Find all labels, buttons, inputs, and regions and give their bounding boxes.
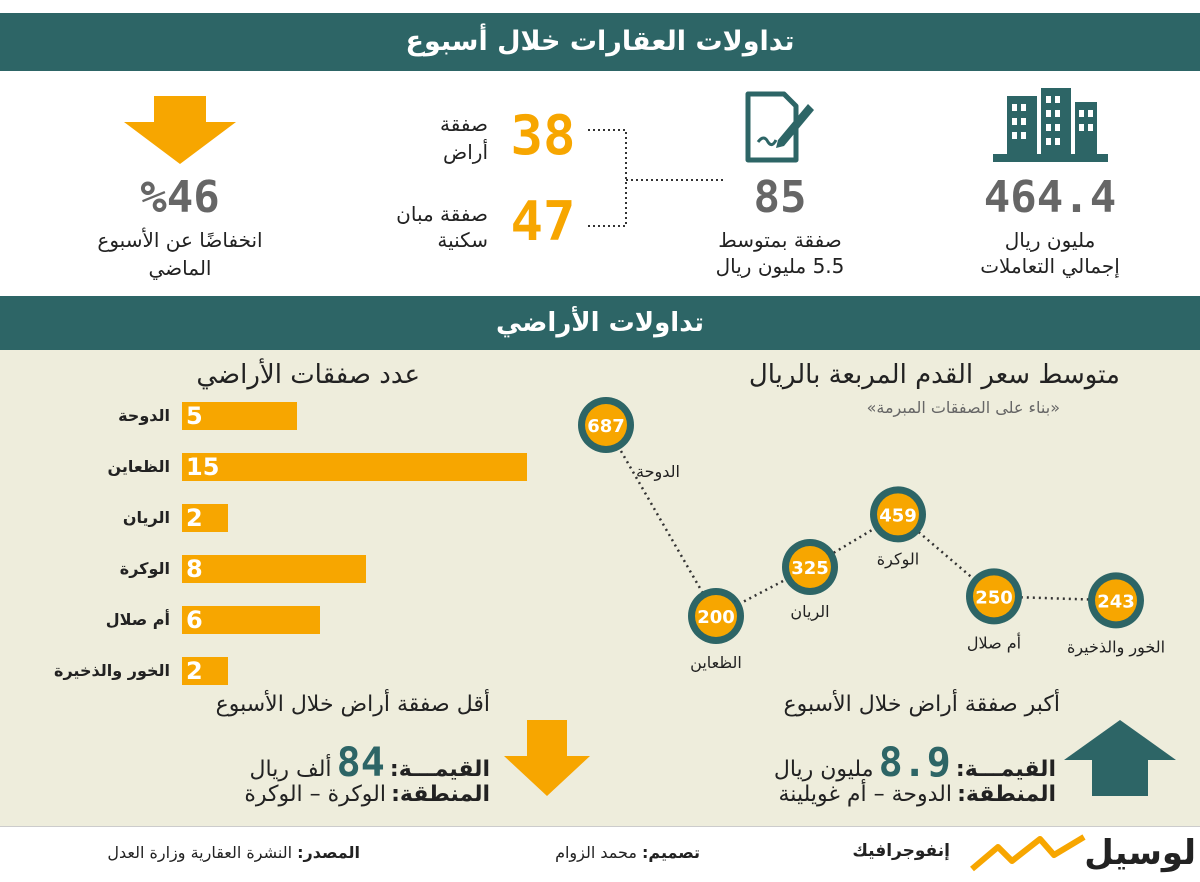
bar-label: أم صلال (105, 610, 170, 629)
page-title-band: تداولات العقارات خلال أسبوع (0, 13, 1200, 71)
line-chart-title: متوسط سعر القدم المربعة بالريال (748, 360, 1120, 390)
data-point (585, 404, 627, 446)
category-label: أم صلال (967, 632, 1021, 652)
footer: لوسيل إنفوجرافيك تصميم: محمد الزوام المص… (0, 826, 1200, 882)
contract-pen-icon (745, 91, 814, 163)
bar-label: الوكرة (119, 559, 170, 578)
category-label: الدوحة (636, 462, 680, 482)
bar-label: الدوحة (118, 406, 170, 425)
data-point (1095, 579, 1137, 622)
category-label: الظعاين (690, 653, 742, 673)
bar-label: الريان (122, 508, 170, 527)
line-chart-subtitle: «بناء على الصفقات المبرمة» (866, 398, 1060, 417)
housing-line1: صفقة مبان (396, 202, 488, 226)
data-label: 687 (587, 416, 625, 437)
design-name: محمد الزوام (555, 843, 637, 862)
bar: 2 (182, 657, 228, 685)
total-unit: مليون ريال (1004, 228, 1096, 252)
land-section-band: تداولات الأراضي (0, 296, 1200, 350)
data-label: 459 (879, 505, 917, 526)
drop-line1: انخفاضًا عن الأسبوع (97, 228, 263, 252)
land-line1: صفقة (440, 112, 488, 136)
land-section-title: تداولات الأراضي (496, 308, 704, 338)
smallest-value-label: القيمـــة: (389, 757, 490, 782)
smallest-value: 84 (336, 740, 385, 786)
series-line (604, 424, 1117, 618)
largest-area: الدوحة – أم غويلينة (778, 782, 952, 807)
largest-value-unit: مليون ريال (773, 757, 874, 782)
data-point (789, 545, 831, 588)
line-chart: 687 الدوحة 200 الظعاين 325 الريان 459 الوكرة 250… (578, 397, 1165, 673)
bar: 6 (182, 606, 320, 634)
drop-line2: الماضي (148, 256, 212, 280)
category-label: الريان (790, 602, 829, 622)
bar: 5 (182, 402, 297, 430)
source-text: النشرة العقارية وزارة العدل (107, 843, 293, 862)
page-title: تداولات العقارات خلال أسبوع (405, 26, 795, 57)
bar-label: الخور والذخيرة (54, 661, 170, 680)
total-label: إجمالي التعاملات (980, 254, 1120, 278)
total-value: 464.4 (983, 172, 1117, 223)
data-point (695, 595, 737, 637)
bar: 15 (182, 453, 527, 481)
largest-title: أكبر صفقة أراض خلال الأسبوع (783, 692, 1060, 717)
bar-label: الظعاين (107, 457, 170, 476)
deals-line2: 5.5 مليون ريال (715, 254, 845, 278)
data-point (973, 575, 1015, 618)
smallest-value-unit: ألف ريال (249, 757, 332, 782)
drop-value: %46 (140, 172, 220, 223)
design-credit: تصميم: محمد الزوام (480, 843, 700, 862)
bar: 2 (182, 504, 228, 532)
data-label: 243 (1097, 591, 1135, 612)
smallest-area-row: المنطقة: الوكرة – الوكرة (200, 782, 490, 807)
largest-area-label: المنطقة: (957, 782, 1056, 807)
housing-line2: سكنية (437, 228, 488, 252)
deals-line1: صفقة بمتوسط (718, 228, 842, 252)
arrow-down-icon (504, 720, 590, 796)
data-label: 325 (791, 558, 829, 579)
land-line2: أراض (443, 140, 488, 164)
smallest-title: أقل صفقة أراض خلال الأسبوع (215, 692, 490, 717)
data-label: 200 (697, 607, 735, 628)
category-label: الوكرة (877, 549, 919, 569)
brand-name: لوسيل (1084, 833, 1196, 873)
bar: 8 (182, 555, 366, 583)
data-label: 250 (975, 587, 1013, 608)
brand-logo (970, 834, 1086, 872)
largest-value-label: القيمـــة: (955, 757, 1056, 782)
bar-chart-title: عدد صفقات الأراضي (196, 360, 420, 390)
largest-area-row: المنطقة: الدوحة – أم غويلينة (700, 782, 1056, 807)
summary-connector (588, 129, 724, 227)
data-point (877, 493, 919, 536)
arrow-up-icon (1064, 720, 1176, 796)
smallest-area: الوكرة – الوكرة (244, 782, 386, 807)
source-credit: المصدر: النشرة العقارية وزارة العدل (40, 843, 360, 862)
largest-value-row: القيمـــة: 8.9 مليون ريال (740, 740, 1056, 786)
category-label: الخور والذخيرة (1067, 637, 1165, 657)
arrow-down-icon (124, 96, 236, 164)
smallest-value-row: القيمـــة: 84 ألف ريال (200, 740, 490, 786)
largest-value: 8.9 (878, 740, 951, 786)
infographic-label: إنفوجرافيك (852, 841, 950, 861)
buildings-icon (993, 88, 1108, 162)
deals-count: 85 (753, 172, 807, 223)
smallest-area-label: المنطقة: (391, 782, 490, 807)
source-label: المصدر: (297, 843, 360, 862)
housing-count: 47 (510, 190, 576, 253)
land-count: 38 (510, 104, 576, 167)
design-label: تصميم: (642, 843, 700, 862)
